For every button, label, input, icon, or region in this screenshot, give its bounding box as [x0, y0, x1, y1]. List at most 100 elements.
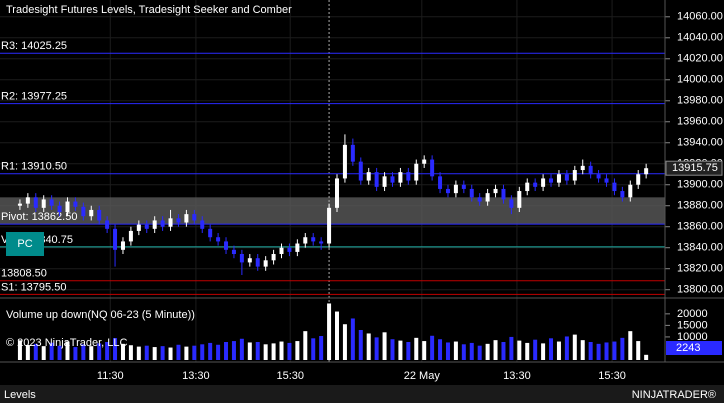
candle-body: [358, 161, 363, 181]
y-tick-label: 14000.00: [677, 74, 723, 86]
copyright: © 2023 NinjaTrader, LLC: [6, 337, 127, 349]
x-tick-label: 13:30: [503, 370, 531, 382]
current-price-box: [665, 160, 723, 176]
level-label: Pivot: 13862.50: [1, 211, 77, 223]
candle-body: [271, 254, 276, 261]
volume-bar: [168, 347, 173, 360]
y-tick-label: 13820.00: [677, 263, 723, 275]
y-tick-label: 14040.00: [677, 32, 723, 44]
y-tick-label: 13960.00: [677, 116, 723, 128]
level-label: R3: 14025.25: [1, 40, 67, 52]
candle-body: [509, 199, 514, 208]
candle-body: [319, 241, 324, 244]
volume-bar: [73, 347, 78, 360]
volume-bar: [501, 342, 506, 360]
volume-bar: [374, 337, 379, 360]
current-price-label: 13915.75: [672, 162, 718, 174]
candle-body: [200, 220, 205, 229]
volume-bar: [556, 341, 561, 360]
candle-body: [176, 218, 181, 223]
candle-body: [255, 258, 260, 267]
candle-body: [105, 220, 110, 229]
y-tick-label: 13980.00: [677, 95, 723, 107]
candle-body: [33, 197, 38, 208]
volume-bar: [445, 342, 450, 360]
x-tick-label: 11:30: [97, 370, 124, 382]
volume-bar: [469, 342, 474, 360]
volume-bar: [620, 337, 625, 360]
y-tick-label: 13840.00: [677, 242, 723, 254]
tab[interactable]: Levels: [4, 389, 36, 401]
volume-bar: [184, 346, 189, 360]
volume-bar: [49, 342, 54, 360]
volume-bar: [255, 342, 260, 360]
pc-button-label[interactable]: PC: [17, 238, 32, 250]
candle-body: [564, 174, 569, 181]
candle-body: [168, 218, 173, 227]
volume-bar: [517, 340, 522, 360]
volume-bar: [192, 345, 197, 360]
volume-bar: [105, 342, 110, 360]
volume-bar: [247, 342, 252, 360]
volume-bar: [350, 318, 355, 360]
volume-bar: [319, 336, 324, 360]
candle-body: [620, 191, 625, 198]
candle-body: [572, 170, 577, 181]
volume-bar: [636, 341, 641, 360]
volume-bar: [342, 324, 347, 360]
level-label: R2: 13977.25: [1, 91, 67, 103]
volume-bar: [208, 342, 213, 360]
volume-bar: [644, 354, 649, 360]
volume-bar: [327, 303, 332, 360]
level-label: S1: 13795.50: [1, 281, 66, 293]
volume-bar: [120, 343, 125, 360]
volume-bar: [113, 338, 118, 360]
volume-bar: [81, 344, 86, 360]
candle-body: [612, 182, 617, 192]
candle-body: [224, 241, 229, 250]
candle-body: [49, 199, 54, 206]
volume-bar: [263, 344, 268, 360]
volume-bar: [414, 337, 419, 360]
volume-bar: [144, 345, 149, 360]
volume-bar: [33, 343, 38, 360]
volume-bar: [366, 333, 371, 360]
y-tick-label: 14020.00: [677, 53, 723, 65]
candle-body: [287, 247, 292, 252]
candle-body: [208, 228, 213, 238]
candle-body: [636, 174, 641, 185]
volume-bar: [604, 342, 609, 360]
y-tick-label: 13880.00: [677, 200, 723, 212]
volume-bar: [390, 339, 395, 360]
candle-body: [549, 178, 554, 183]
candle-body: [311, 237, 316, 242]
level-label: 13808.50: [1, 268, 47, 280]
candle-body: [422, 159, 427, 164]
candle-body: [97, 209, 102, 221]
candle-body: [342, 144, 347, 179]
volume-bar: [224, 342, 229, 360]
candle-body: [430, 159, 435, 177]
candle-body: [390, 176, 395, 183]
volume-bar: [453, 341, 458, 360]
candle-body: [414, 163, 419, 181]
volume-bar: [89, 346, 94, 360]
volume-bar: [57, 345, 62, 360]
candle-body: [184, 214, 189, 223]
pc-button[interactable]: [6, 232, 44, 256]
volume-bar: [128, 345, 133, 360]
chart-title: Tradesight Futures Levels, Tradesight Se…: [6, 4, 292, 16]
volume-bar: [295, 341, 300, 360]
candle-body: [263, 260, 268, 267]
x-tick-label: 13:30: [182, 370, 210, 382]
volume-bar: [485, 343, 490, 360]
volume-bar: [303, 331, 308, 360]
volume-bar: [65, 341, 70, 360]
candle-body: [25, 197, 30, 204]
candle-body: [279, 247, 284, 255]
candle-body: [438, 176, 443, 189]
candle-body: [192, 214, 197, 221]
candle-body: [501, 188, 506, 200]
volume-bar: [572, 334, 577, 360]
y-tick-label: 13860.00: [677, 221, 723, 233]
